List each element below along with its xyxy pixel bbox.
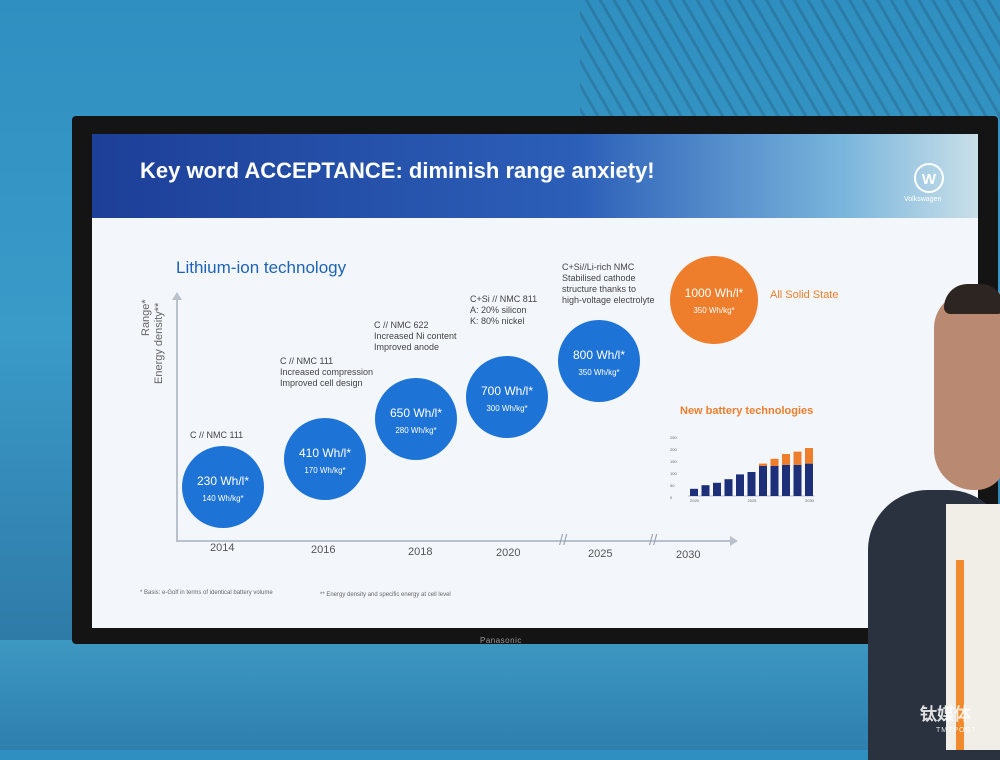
y-axis: [176, 296, 178, 540]
mini-bar-orange: [759, 463, 767, 466]
footnote: * Basis: e-Golf in terms of identical ba…: [140, 590, 273, 596]
x-axis: [176, 540, 734, 542]
vw-logo-icon: W: [914, 163, 944, 193]
chart-subtitle: Lithium-ion technology: [176, 258, 347, 277]
mini-bar-blue: [782, 464, 790, 496]
year-label: 2025: [588, 548, 613, 560]
y-axis-label-range: Range*: [140, 299, 152, 336]
mini-y-tick: 200: [670, 447, 677, 452]
mini-y-tick: 100: [670, 471, 677, 476]
mini-bar-blue: [690, 488, 698, 496]
footnote: ** Energy density and specific energy at…: [320, 592, 451, 598]
mini-y-tick: 150: [670, 459, 677, 464]
milestone-desc: C+Si//Li-rich NMC Stabilised cathode str…: [562, 262, 655, 305]
milestone-bubble: 410 Wh/l* 170 Wh/kg*: [284, 418, 366, 500]
axis-break-icon: //: [649, 532, 658, 549]
milestone-bubble: 800 Wh/l* 350 Wh/kg*: [558, 320, 640, 402]
mini-x-tick: 2030: [805, 498, 815, 503]
mini-x-tick: 2020: [690, 498, 700, 503]
mini-bar-blue: [736, 474, 744, 496]
mini-x-tick: 2025: [748, 498, 758, 503]
mini-bar-blue: [747, 472, 756, 496]
year-label: 2030: [676, 549, 701, 561]
milestone-bubble: 650 Wh/l* 280 Wh/kg*: [375, 378, 457, 460]
presenter-shirt: [946, 504, 1000, 750]
wall-pattern: [580, 0, 1000, 130]
mini-y-tick: 50: [670, 483, 675, 488]
mini-bar-blue: [805, 463, 813, 496]
milestone-bubble: 700 Wh/l* 300 Wh/kg*: [466, 356, 548, 438]
milestone-desc: C // NMC 111 Increased compression Impro…: [280, 356, 374, 388]
milestone-bubble: 230 Wh/l* 140 Wh/kg*: [182, 446, 264, 528]
mini-y-tick: 0: [670, 495, 673, 500]
mini-bar-orange: [782, 454, 790, 465]
year-label: 2018: [408, 546, 433, 558]
milestone-desc: C // NMC 622 Increased Ni content Improv…: [374, 320, 457, 352]
y-axis-label-density: Energy density**: [153, 302, 165, 384]
logo-label: Volkswagen: [904, 196, 942, 203]
new-tech-title: New battery technologies: [680, 405, 814, 417]
milestone-desc: C // NMC 111: [190, 430, 244, 440]
y-axis-arrow-icon: [172, 292, 182, 300]
slide-header: Key word ACCEPTANCE: diminish range anxi…: [92, 134, 978, 218]
slide-title: Key word ACCEPTANCE: diminish range anxi…: [140, 158, 655, 183]
presenter-lanyard: [956, 560, 964, 750]
mini-bar-blue: [759, 466, 767, 496]
presenter-head: [934, 292, 1000, 490]
year-label: 2016: [311, 544, 336, 556]
year-label: 2020: [496, 547, 521, 559]
watermark-en: TMTPOST: [936, 727, 977, 734]
presenter-hair: [944, 284, 1000, 314]
solid-state-bubble: 1000 Wh/l* 350 Wh/kg*: [670, 256, 758, 344]
mini-bar-blue: [793, 464, 802, 496]
mini-bar-blue: [724, 479, 733, 496]
year-label: 2014: [210, 542, 235, 554]
axis-break-icon: //: [559, 532, 568, 549]
mini-bar-chart: 250 200 150 100 50 0 2020 2025 2030: [670, 435, 815, 503]
tv-brand: Panasonic: [480, 636, 522, 645]
mini-bar-orange: [805, 448, 813, 464]
wall-lower: [0, 640, 1000, 750]
mini-bar-orange: [770, 458, 779, 466]
watermark-cn: 钛媒体: [920, 705, 971, 724]
mini-bar-blue: [713, 482, 721, 496]
mini-bar-blue: [701, 485, 710, 496]
mini-y-tick: 250: [670, 435, 677, 440]
milestone-desc: C+Si // NMC 811 A: 20% silicon K: 80% ni…: [470, 294, 538, 326]
presentation-slide: Key word ACCEPTANCE: diminish range anxi…: [92, 134, 978, 628]
mini-bar-blue: [770, 466, 779, 496]
mini-bar-orange: [793, 451, 802, 465]
solid-state-label: All Solid State: [770, 289, 839, 301]
x-axis-arrow-icon: [730, 536, 738, 546]
